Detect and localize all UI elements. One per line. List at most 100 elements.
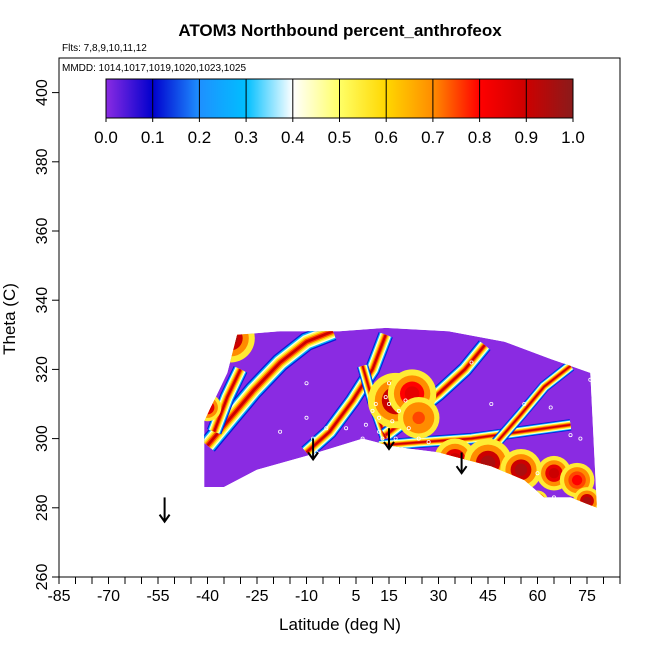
hotspot [500, 448, 542, 491]
sample-point [212, 367, 217, 372]
colorbar-tick-label: 1.0 [561, 128, 585, 147]
colorbar-tick-label: 0.5 [328, 128, 352, 147]
sample-point [568, 433, 573, 438]
hotspot [204, 393, 222, 422]
hotspot-ring [204, 400, 215, 415]
flights-info: Flts: 7,8,9,10,11,12 [62, 43, 147, 54]
sample-point [386, 401, 391, 406]
hotspot-ring [218, 327, 243, 351]
sample-point [390, 419, 395, 424]
heatmap-clipped [204, 327, 597, 508]
x-tick-label: -25 [245, 588, 268, 605]
hotspot-ring [534, 497, 541, 504]
sample-point [278, 429, 283, 434]
sample-point [370, 408, 375, 413]
hotspot-ring [548, 468, 560, 479]
sample-point [344, 426, 349, 431]
gradient-band [378, 419, 572, 452]
y-tick-label: 260 [34, 564, 51, 591]
colorbar-tick-label: 0.6 [374, 128, 398, 147]
colorbar-tick-label: 0.0 [94, 128, 118, 147]
arrow-head [158, 514, 171, 524]
colorbar-tick-label: 0.9 [514, 128, 538, 147]
axes: -85 -70 -55 -40 -25 -10 5 15 30 45 60 75 260 280 300 32… [34, 57, 621, 605]
sample-point [393, 436, 398, 441]
y-tick-label: 320 [34, 356, 51, 383]
sample-point [535, 471, 540, 476]
sample-point [383, 395, 388, 400]
sample-point [380, 436, 385, 441]
band-layer [213, 368, 242, 433]
x-tick-label: -10 [295, 588, 318, 605]
y-tick-label: 340 [34, 287, 51, 314]
y-axis-label: Theta (C) [0, 283, 19, 355]
arrow-head [455, 465, 468, 475]
hotspot-ring [212, 327, 249, 357]
x-tick-label: -55 [146, 588, 169, 605]
x-tick-label: 45 [479, 588, 497, 605]
sample-point [548, 405, 553, 410]
hotspot-ring [223, 330, 238, 346]
x-tick-label: 60 [529, 588, 547, 605]
sample-point [406, 426, 411, 431]
band-layer [305, 334, 387, 454]
colorbar-tick-label: 0.3 [234, 128, 258, 147]
y-tick-label: 280 [34, 494, 51, 521]
flight-arrow [383, 428, 395, 451]
y-tick-label: 360 [34, 218, 51, 245]
chart-title: ATOM3 Northbound percent_anthrofeox [178, 21, 502, 40]
sample-point [231, 332, 236, 337]
sample-point [522, 401, 527, 406]
flight-arrow [455, 452, 468, 475]
y-tick-label: 400 [34, 79, 51, 106]
flight-arrow [307, 438, 319, 462]
band-layer [487, 365, 571, 453]
y-tick-label: 380 [34, 148, 51, 175]
x-tick-label: 75 [578, 588, 596, 605]
hotspot-ring [448, 453, 462, 466]
flight-arrow [158, 497, 171, 524]
hotspot-ring [412, 411, 425, 425]
gradient-band [204, 327, 337, 452]
colorbar-tick-label: 0.4 [281, 128, 305, 147]
hotspot [573, 487, 597, 508]
gradient-band [301, 332, 393, 459]
band-layer [379, 424, 571, 447]
sample-point [373, 401, 378, 406]
sample-point [489, 401, 494, 406]
sample-point [416, 436, 421, 441]
y-tick-label: 300 [34, 425, 51, 452]
sample-point [363, 422, 368, 427]
hotspot-ring [582, 496, 592, 506]
flight-arrows [158, 428, 468, 524]
hotspot-ring [532, 495, 543, 507]
hotspot-ring [204, 397, 218, 418]
hotspot [397, 397, 440, 439]
arrow-head [383, 441, 395, 451]
arrow-head [307, 451, 319, 462]
colorbar-tick-label: 0.2 [188, 128, 212, 147]
x-axis-label: Latitude (deg N) [279, 615, 401, 634]
sample-points [212, 332, 593, 500]
sample-point [552, 495, 557, 500]
sample-point [324, 426, 329, 431]
x-tick-label: -85 [47, 588, 70, 605]
hotspot-ring [204, 403, 212, 412]
band-layer [206, 330, 334, 447]
colorbar-tick-label: 0.7 [421, 128, 445, 147]
x-tick-label: -40 [196, 588, 219, 605]
sample-point [403, 398, 408, 403]
hotspot-ring [480, 455, 496, 471]
hotspot-ring [529, 493, 546, 508]
sample-point [469, 360, 474, 365]
sample-point [377, 415, 382, 420]
sample-point [386, 381, 391, 386]
hotspot [527, 490, 548, 508]
x-tick-label: 30 [430, 588, 448, 605]
colorbar: 0.0 0.1 0.2 0.3 0.4 0.5 0.6 0.7 0.8 0.9 1.0 [94, 78, 585, 147]
sample-point [360, 436, 365, 441]
hotspot-ring [514, 463, 528, 476]
colorbar-tick-label: 0.8 [468, 128, 492, 147]
